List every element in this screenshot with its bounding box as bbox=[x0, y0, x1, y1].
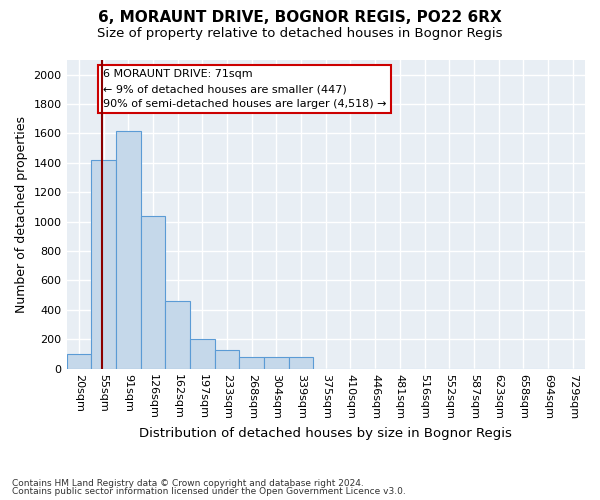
Bar bbox=[289, 357, 313, 368]
Bar bbox=[116, 130, 140, 368]
Bar bbox=[165, 301, 190, 368]
Bar bbox=[67, 354, 91, 368]
Bar bbox=[140, 216, 165, 368]
Text: Size of property relative to detached houses in Bognor Regis: Size of property relative to detached ho… bbox=[97, 28, 503, 40]
Text: Contains HM Land Registry data © Crown copyright and database right 2024.: Contains HM Land Registry data © Crown c… bbox=[12, 478, 364, 488]
Bar bbox=[264, 357, 289, 368]
Bar bbox=[215, 350, 239, 368]
Y-axis label: Number of detached properties: Number of detached properties bbox=[15, 116, 28, 313]
Text: 6 MORAUNT DRIVE: 71sqm
← 9% of detached houses are smaller (447)
90% of semi-det: 6 MORAUNT DRIVE: 71sqm ← 9% of detached … bbox=[103, 70, 386, 109]
Text: Contains public sector information licensed under the Open Government Licence v3: Contains public sector information licen… bbox=[12, 487, 406, 496]
Bar bbox=[91, 160, 116, 368]
Bar bbox=[239, 357, 264, 368]
X-axis label: Distribution of detached houses by size in Bognor Regis: Distribution of detached houses by size … bbox=[139, 427, 512, 440]
Bar bbox=[190, 340, 215, 368]
Text: 6, MORAUNT DRIVE, BOGNOR REGIS, PO22 6RX: 6, MORAUNT DRIVE, BOGNOR REGIS, PO22 6RX bbox=[98, 10, 502, 25]
